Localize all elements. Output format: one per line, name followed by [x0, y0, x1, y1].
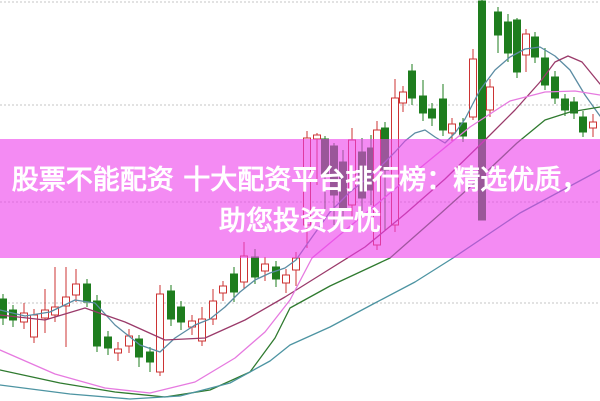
promo-banner: 股票不能配资 十大配资平台排行榜：精选优质， 助您投资无忧	[0, 139, 600, 258]
promo-banner-line-1: 股票不能配资 十大配资平台排行榜：精选优质，	[11, 164, 589, 196]
promo-banner-line-2: 助您投资无忧	[219, 205, 381, 237]
